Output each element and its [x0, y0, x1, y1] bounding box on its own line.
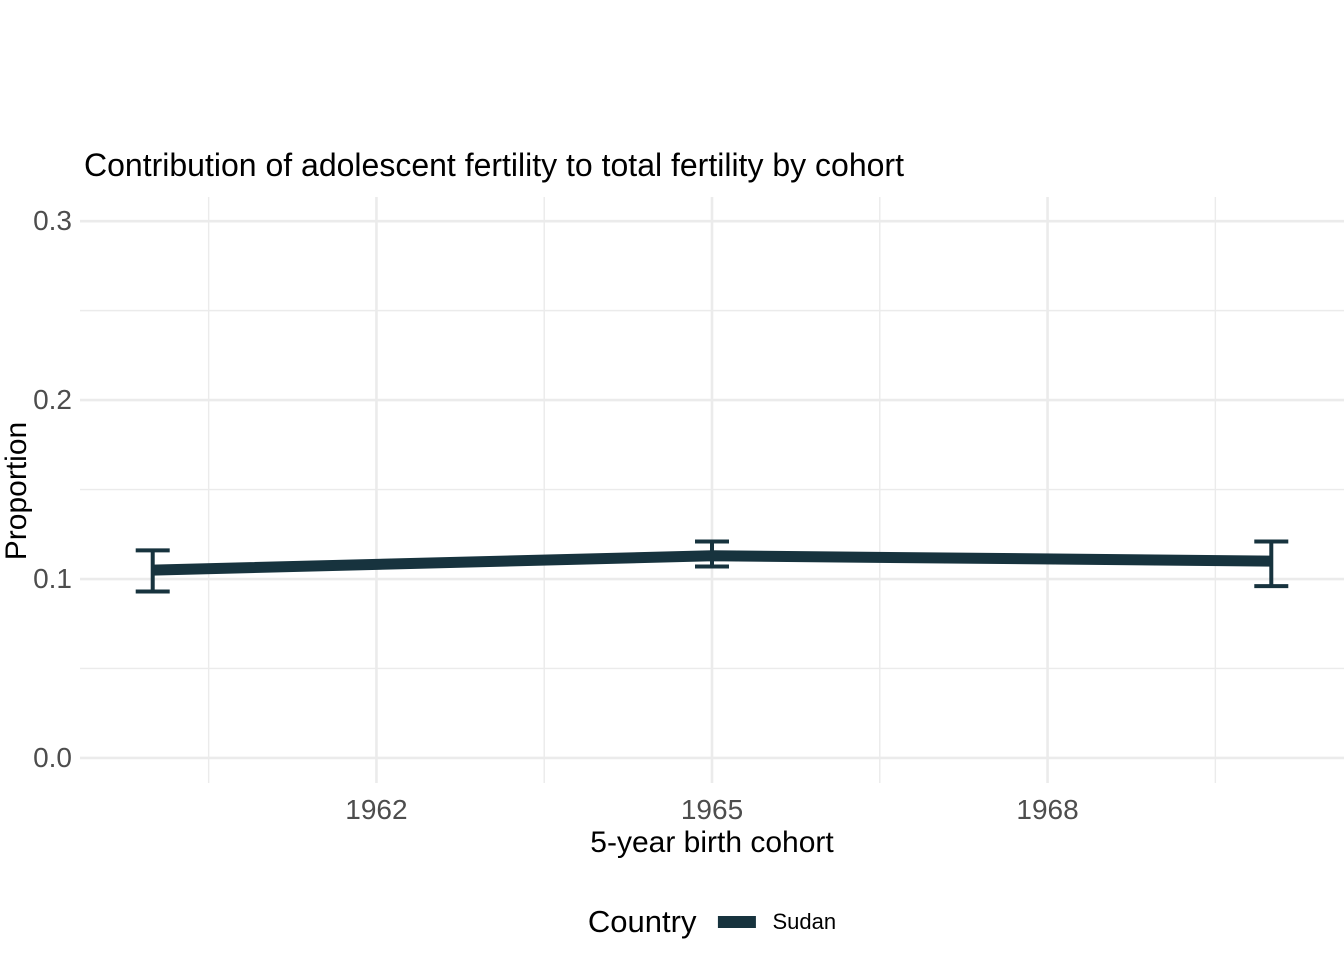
- x-tick-label: 1962: [345, 794, 408, 825]
- y-tick-label: 0.2: [33, 384, 72, 416]
- chart-title: Contribution of adolescent fertility to …: [84, 147, 904, 183]
- legend-title: Country: [587, 904, 697, 939]
- x-axis-title: 5-year birth cohort: [590, 826, 834, 859]
- legend-entry-label: Sudan: [772, 909, 837, 934]
- legend-swatch-line: [717, 916, 756, 928]
- x-tick-label: 1965: [680, 794, 744, 825]
- x-tick-label: 1968: [1016, 794, 1079, 825]
- y-tick-label: 0.1: [33, 563, 72, 595]
- y-tick-label: 0.3: [33, 205, 72, 237]
- y-tick-label: 0.0: [33, 741, 72, 773]
- legend: Country Sudan: [588, 904, 836, 940]
- y-axis-title: Proportion: [0, 421, 33, 561]
